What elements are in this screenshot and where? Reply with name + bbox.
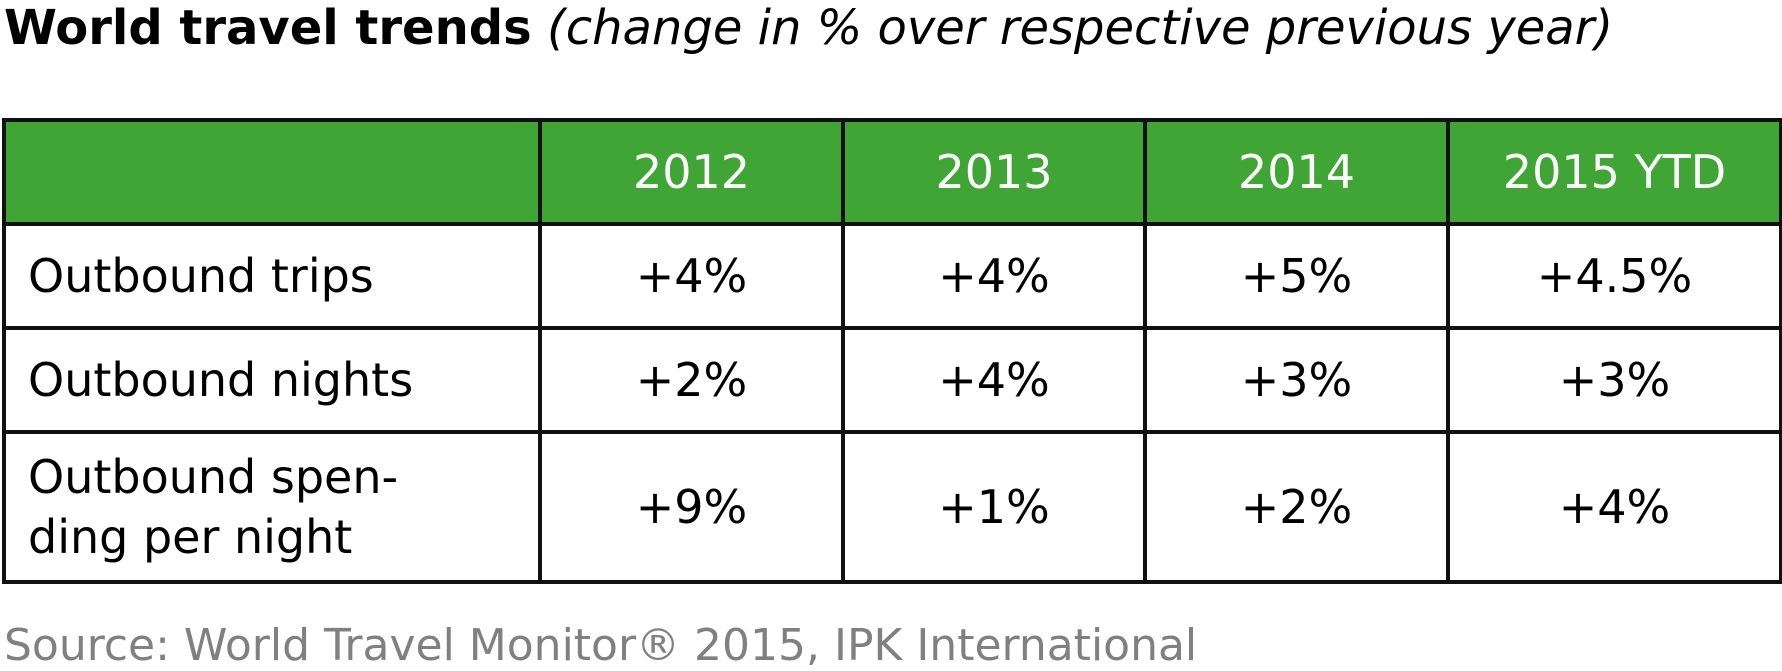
cell: +2% [538, 326, 845, 434]
column-header: 2012 [538, 118, 845, 226]
subtitle: (change in % over respective previous ye… [546, 0, 1614, 56]
cell: +4% [841, 326, 1147, 434]
column-header: 2013 [841, 118, 1147, 226]
cell: +5% [1143, 222, 1450, 330]
table-body: Outbound trips +4% +4% +5% +4.5% Outbound nig… [2, 222, 1782, 584]
table-row: Outbound nights +2% +4% +3% +3% [2, 326, 1782, 434]
title: World travel trends [4, 0, 532, 56]
cell: +1% [841, 430, 1147, 584]
row-label: Outbound spen- ding per night [2, 430, 542, 584]
cell: +4% [538, 222, 845, 330]
cell: +4% [841, 222, 1147, 330]
table-row: Outbound spen- ding per night +9% +1% +2% +4… [2, 430, 1782, 584]
cell: +2% [1143, 430, 1450, 584]
title-line: World travel trends (change in % over re… [4, 0, 1613, 56]
column-header: 2014 [1143, 118, 1450, 226]
cell: +4.5% [1446, 222, 1782, 330]
table-row: Outbound trips +4% +4% +5% +4.5% [2, 222, 1782, 330]
source: Source: World Travel Monitor® 2015, IPK … [4, 620, 1198, 671]
cell: +3% [1446, 326, 1782, 434]
cell: +3% [1143, 326, 1450, 434]
cell: +9% [538, 430, 845, 584]
trends-table: 2012 2013 2014 2015 YTD Outbound trips +4% +4… [2, 118, 1782, 584]
header-row: 2012 2013 2014 2015 YTD [2, 118, 1782, 226]
row-label: Outbound nights [2, 326, 542, 434]
cell: +4% [1446, 430, 1782, 584]
column-header: 2015 YTD [1446, 118, 1782, 226]
row-label: Outbound trips [2, 222, 542, 330]
corner-cell [2, 118, 542, 226]
